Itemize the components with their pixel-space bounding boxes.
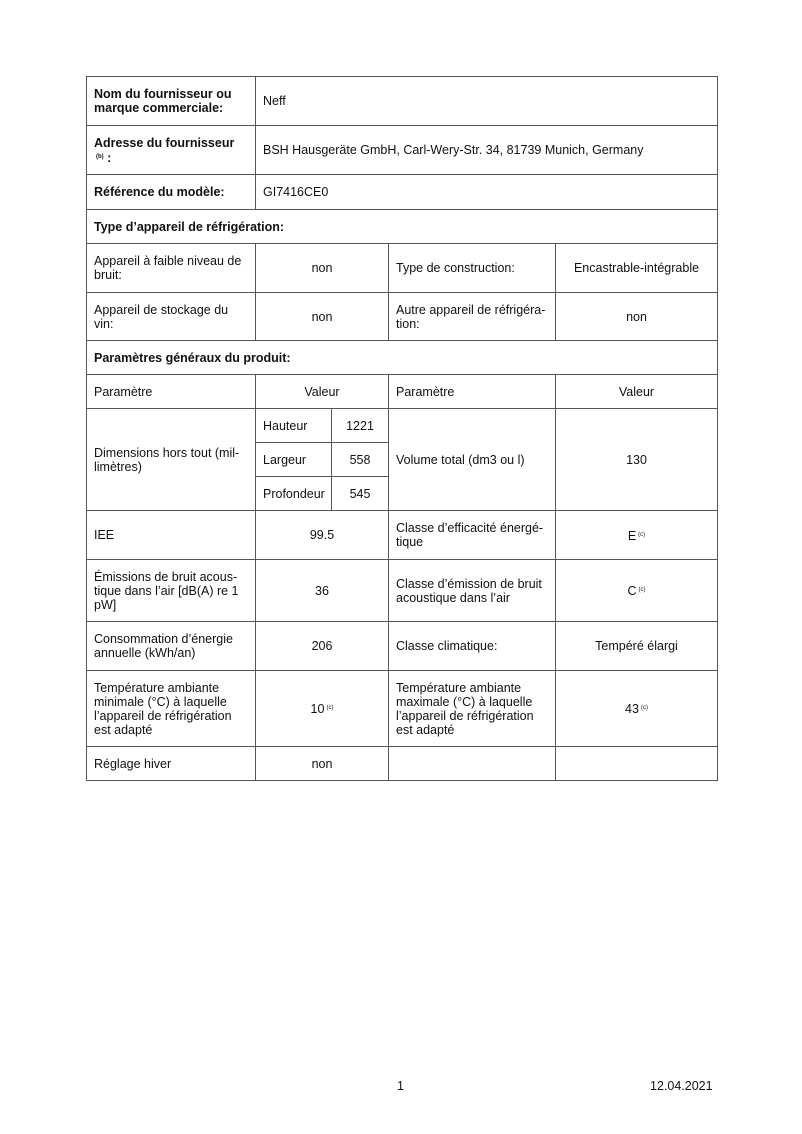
energy-class-text: E xyxy=(627,528,637,543)
iee-row: IEE 99.5 Classe d’efficacité énergé-tiqu… xyxy=(86,510,719,560)
dim-value: 1221 xyxy=(331,408,389,443)
energy-class-value: E (c) xyxy=(554,510,719,560)
low-noise-label: Appareil à faible niveau de bruit: xyxy=(86,243,256,293)
page-number: 1 xyxy=(397,1079,404,1093)
dimensions-row: Dimensions hors tout (mil-limètres) Haut… xyxy=(86,408,719,511)
address-label-text: Adresse du fournisseur xyxy=(94,135,235,150)
temperature-row: Température ambiante minimale (°C) à laq… xyxy=(86,670,719,747)
wine-row: Appareil de stockage du vin: non Autre a… xyxy=(86,292,719,341)
supplier-address-row: Adresse du fournisseur (b) : BSH Hausgerä… xyxy=(86,125,719,175)
footnote-c: (c) xyxy=(326,705,334,711)
noise-class-value: C (c) xyxy=(554,559,719,622)
supplier-name-row: Nom du fournisseur ou marque commerciale… xyxy=(86,76,719,126)
dimensions-label: Dimensions hors tout (mil-limètres) xyxy=(86,408,256,511)
footnote-c: (c) xyxy=(638,531,646,538)
header-param: Paramètre xyxy=(86,374,256,409)
winter-row: Réglage hiver non xyxy=(86,746,719,781)
volume-value: 130 xyxy=(554,408,719,511)
max-temp-value: 43 (c) xyxy=(554,670,719,747)
supplier-name-label: Nom du fournisseur ou marque commerciale… xyxy=(86,76,256,126)
volume-label: Volume total (dm3 ou l) xyxy=(388,408,556,511)
other-value: non xyxy=(554,292,719,341)
product-info-table: Nom du fournisseur ou marque commerciale… xyxy=(85,76,719,781)
wine-label: Appareil de stockage du vin: xyxy=(86,292,256,341)
construction-label: Type de construction: xyxy=(388,243,556,293)
min-temp-text: 10 xyxy=(310,702,325,716)
type-section-title: Type d’appareil de réfrigération: xyxy=(85,209,719,244)
footnote-c: (c) xyxy=(638,587,646,593)
energy-class-label: Classe d’efficacité énergé-tique xyxy=(388,510,556,560)
noise-value: 36 xyxy=(255,559,389,622)
supplier-address-value: BSH Hausgeräte GmbH, Carl-Wery-Str. 34, … xyxy=(254,125,719,175)
climate-label: Classe climatique: xyxy=(388,621,556,671)
wine-value: non xyxy=(255,292,389,341)
dim-label: Profondeur xyxy=(255,476,332,511)
climate-value: Tempéré élargi xyxy=(554,621,719,671)
winter-label: Réglage hiver xyxy=(86,746,256,781)
winter-value: non xyxy=(255,746,389,781)
iee-label: IEE xyxy=(86,510,256,560)
supplier-address-label: Adresse du fournisseur (b) : xyxy=(86,125,256,175)
min-temp-value: 10 (c) xyxy=(255,670,389,747)
dim-value: 545 xyxy=(331,476,389,511)
consumption-value: 206 xyxy=(255,621,389,671)
header-param-2: Paramètre xyxy=(388,374,556,409)
params-header-row: Paramètre Valeur Paramètre Valeur xyxy=(86,374,719,409)
iee-value: 99.5 xyxy=(255,510,389,560)
header-value-2: Valeur xyxy=(554,374,719,409)
footnote-c: (c) xyxy=(640,705,648,711)
params-section-title: Paramètres généraux du produit: xyxy=(85,340,719,375)
low-noise-value: non xyxy=(255,243,389,293)
empty-cell xyxy=(388,746,556,781)
consumption-label: Consommation d’énergie annuelle (kWh/an) xyxy=(86,621,256,671)
noise-label: Émissions de bruit acous-tique dans l’ai… xyxy=(86,559,256,622)
construction-value: Encastrable-intégrable xyxy=(554,243,719,293)
address-colon: : xyxy=(107,150,112,165)
model-row: Référence du modèle: GI7416CE0 xyxy=(86,174,719,210)
min-temp-label: Température ambiante minimale (°C) à laq… xyxy=(86,670,256,747)
empty-cell xyxy=(554,746,719,781)
dim-label: Hauteur xyxy=(255,408,332,443)
model-label: Référence du modèle: xyxy=(86,174,256,210)
low-noise-row: Appareil à faible niveau de bruit: non T… xyxy=(86,243,719,293)
noise-class-label: Classe d’émission de bruit acoustique da… xyxy=(388,559,556,622)
footnote-b: (b) xyxy=(96,153,104,160)
noise-class-text: C xyxy=(627,584,637,598)
dim-value: 558 xyxy=(331,442,389,477)
dim-label: Largeur xyxy=(255,442,332,477)
noise-row: Émissions de bruit acous-tique dans l’ai… xyxy=(86,559,719,622)
other-label: Autre appareil de réfrigéra-tion: xyxy=(388,292,556,341)
max-temp-label: Température ambiante maximale (°C) à laq… xyxy=(388,670,556,747)
supplier-name-value: Neff xyxy=(254,76,719,126)
model-value: GI7416CE0 xyxy=(254,174,719,210)
consumption-row: Consommation d’énergie annuelle (kWh/an)… xyxy=(86,621,719,671)
header-value: Valeur xyxy=(255,374,389,409)
footer-date: 12.04.2021 xyxy=(650,1079,713,1093)
max-temp-text: 43 xyxy=(625,702,639,716)
